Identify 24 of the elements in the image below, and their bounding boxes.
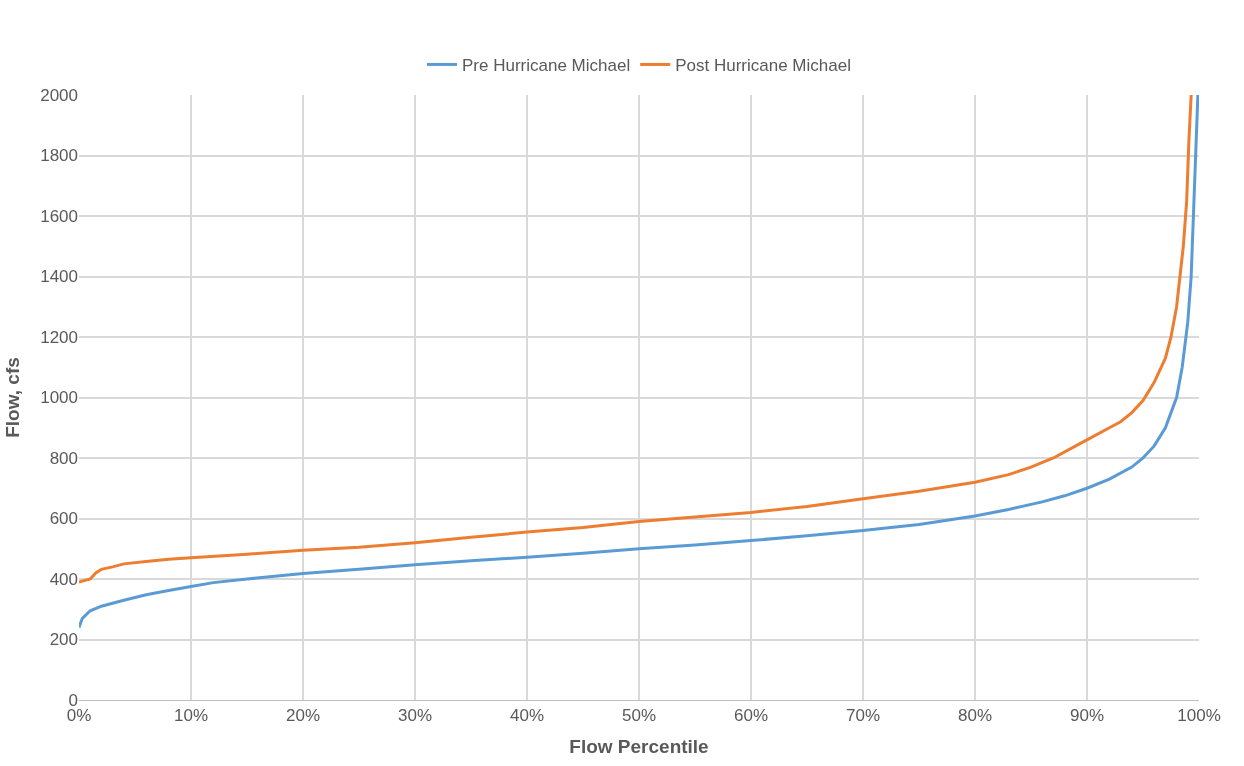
legend-label: Post Hurricane Michael — [675, 56, 851, 76]
y-tick-label: 200 — [49, 630, 78, 650]
x-tick-label: 100% — [1177, 706, 1221, 726]
x-tick-label: 20% — [285, 706, 321, 726]
x-tick-label: 70% — [845, 706, 881, 726]
y-tick-label: 800 — [49, 448, 78, 468]
y-tick-label: 1400 — [40, 267, 78, 287]
legend-label: Pre Hurricane Michael — [462, 56, 631, 76]
y-axis-title: Flow, cfs — [2, 357, 24, 438]
y-tick-label: 1200 — [40, 327, 78, 347]
y-tick-label: 2000 — [40, 85, 78, 105]
y-tick-label: 1000 — [40, 388, 78, 408]
x-tick-label: 60% — [733, 706, 769, 726]
x-tick-label: 90% — [1069, 706, 1105, 726]
x-tick-label: 80% — [957, 706, 993, 726]
y-tick-label: 600 — [49, 509, 78, 529]
y-tick-label: 1800 — [40, 146, 78, 166]
x-axis-title: Flow Percentile — [569, 736, 709, 758]
x-tick-label: 50% — [621, 706, 657, 726]
x-tick-label: 10% — [173, 706, 209, 726]
x-tick-label: 30% — [397, 706, 433, 726]
x-tick-label: 40% — [509, 706, 545, 726]
y-tick-label: 1600 — [40, 206, 78, 226]
y-tick-label: 400 — [49, 569, 78, 589]
